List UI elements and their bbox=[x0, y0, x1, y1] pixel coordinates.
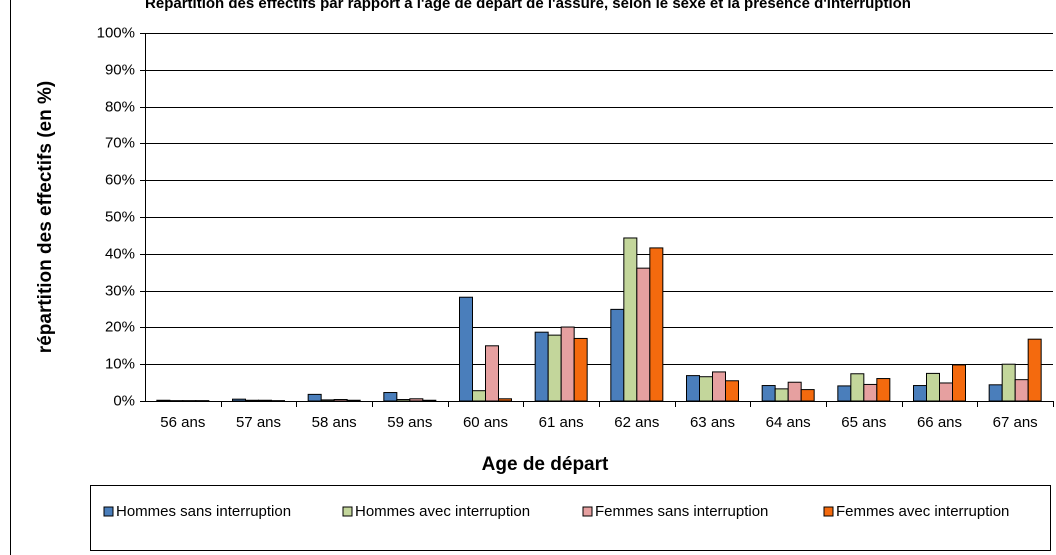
bar bbox=[774, 388, 789, 402]
x-tick-label: 60 ans bbox=[463, 414, 508, 431]
bar bbox=[712, 371, 726, 402]
bar bbox=[320, 399, 335, 402]
bar bbox=[787, 381, 802, 402]
bar bbox=[409, 398, 424, 402]
bar bbox=[156, 399, 171, 402]
bar bbox=[560, 326, 575, 402]
bar bbox=[547, 334, 562, 402]
bar bbox=[725, 380, 739, 402]
x-tick-label: 67 ans bbox=[993, 414, 1038, 431]
x-tick-label: 61 ans bbox=[539, 414, 584, 431]
bar bbox=[346, 399, 361, 402]
bar bbox=[245, 399, 259, 402]
y-tick-label: 70% bbox=[105, 134, 135, 151]
legend-swatch bbox=[342, 506, 353, 517]
x-tick-label: 64 ans bbox=[766, 414, 811, 431]
chart-title: Répartition des effectifs par rapport à … bbox=[145, 0, 911, 12]
y-tick-label: 20% bbox=[105, 318, 135, 335]
legend-label: Femmes avec interruption bbox=[836, 503, 1009, 520]
bar bbox=[333, 399, 348, 402]
bar bbox=[837, 385, 852, 402]
legend-swatch bbox=[582, 506, 593, 517]
bar bbox=[573, 337, 588, 402]
bar bbox=[850, 373, 865, 402]
x-tick-label: 59 ans bbox=[387, 414, 432, 431]
bar bbox=[232, 398, 246, 402]
bar bbox=[876, 378, 891, 402]
bar bbox=[498, 398, 512, 402]
chart-border bbox=[10, 0, 11, 555]
x-axis-title: Age de départ bbox=[482, 454, 609, 475]
bar bbox=[649, 247, 664, 402]
x-tick-label: 66 ans bbox=[917, 414, 962, 431]
bar bbox=[534, 331, 549, 402]
y-tick-label: 10% bbox=[105, 355, 135, 372]
bar bbox=[988, 384, 1003, 402]
bar bbox=[1014, 379, 1029, 402]
legend-box bbox=[90, 485, 1051, 551]
y-tick-label: 50% bbox=[105, 208, 135, 225]
bar bbox=[926, 372, 940, 402]
bar bbox=[952, 364, 966, 402]
bar bbox=[686, 375, 700, 402]
bar bbox=[863, 383, 878, 402]
bar bbox=[307, 393, 322, 402]
legend-swatch bbox=[823, 506, 834, 517]
bar bbox=[472, 390, 486, 402]
bar bbox=[610, 308, 625, 402]
y-tick-label: 80% bbox=[105, 98, 135, 115]
bar bbox=[383, 392, 398, 402]
bar bbox=[1027, 338, 1042, 402]
bar bbox=[422, 399, 437, 402]
bar bbox=[1001, 363, 1016, 402]
x-tick-label: 63 ans bbox=[690, 414, 735, 431]
x-tick-label: 65 ans bbox=[841, 414, 886, 431]
bar bbox=[623, 237, 638, 402]
y-tick-label: 60% bbox=[105, 171, 135, 188]
x-tick-label: 57 ans bbox=[236, 414, 281, 431]
legend-label: Hommes sans interruption bbox=[116, 503, 291, 520]
x-tick-label: 56 ans bbox=[160, 414, 205, 431]
bar bbox=[800, 389, 815, 402]
bar bbox=[459, 296, 473, 402]
legend-label: Hommes avec interruption bbox=[355, 503, 530, 520]
x-tick-label: 58 ans bbox=[312, 414, 357, 431]
y-tick-label: 40% bbox=[105, 245, 135, 262]
bar bbox=[636, 267, 651, 402]
bar bbox=[761, 385, 776, 402]
legend-label: Femmes sans interruption bbox=[595, 503, 768, 520]
bar bbox=[699, 376, 713, 402]
y-tick-label: 0% bbox=[113, 392, 135, 409]
x-tick-label: 62 ans bbox=[614, 414, 659, 431]
bar bbox=[939, 382, 953, 402]
y-tick-label: 90% bbox=[105, 61, 135, 78]
y-tick-label: 100% bbox=[97, 24, 135, 41]
bar bbox=[258, 399, 272, 402]
bar bbox=[485, 345, 499, 402]
legend-swatch bbox=[103, 506, 114, 517]
bar bbox=[396, 399, 411, 402]
bar bbox=[913, 385, 927, 402]
y-tick-label: 30% bbox=[105, 282, 135, 299]
y-axis-title: répartition des effectifs (en %) bbox=[35, 81, 56, 353]
